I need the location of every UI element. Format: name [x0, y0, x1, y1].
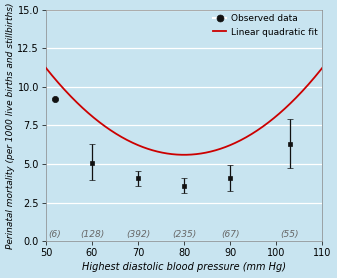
Y-axis label: Perinatal mortality (per 1000 live births and stillbirths): Perinatal mortality (per 1000 live birth…: [5, 2, 14, 249]
Text: (128): (128): [80, 230, 104, 239]
Text: (6): (6): [49, 230, 61, 239]
Text: (55): (55): [281, 230, 299, 239]
Text: (392): (392): [126, 230, 150, 239]
Text: (67): (67): [221, 230, 239, 239]
Text: (235): (235): [172, 230, 196, 239]
Legend: Observed data, Linear quadratic fit: Observed data, Linear quadratic fit: [211, 12, 319, 38]
X-axis label: Highest diastolic blood pressure (mm Hg): Highest diastolic blood pressure (mm Hg): [82, 262, 286, 272]
